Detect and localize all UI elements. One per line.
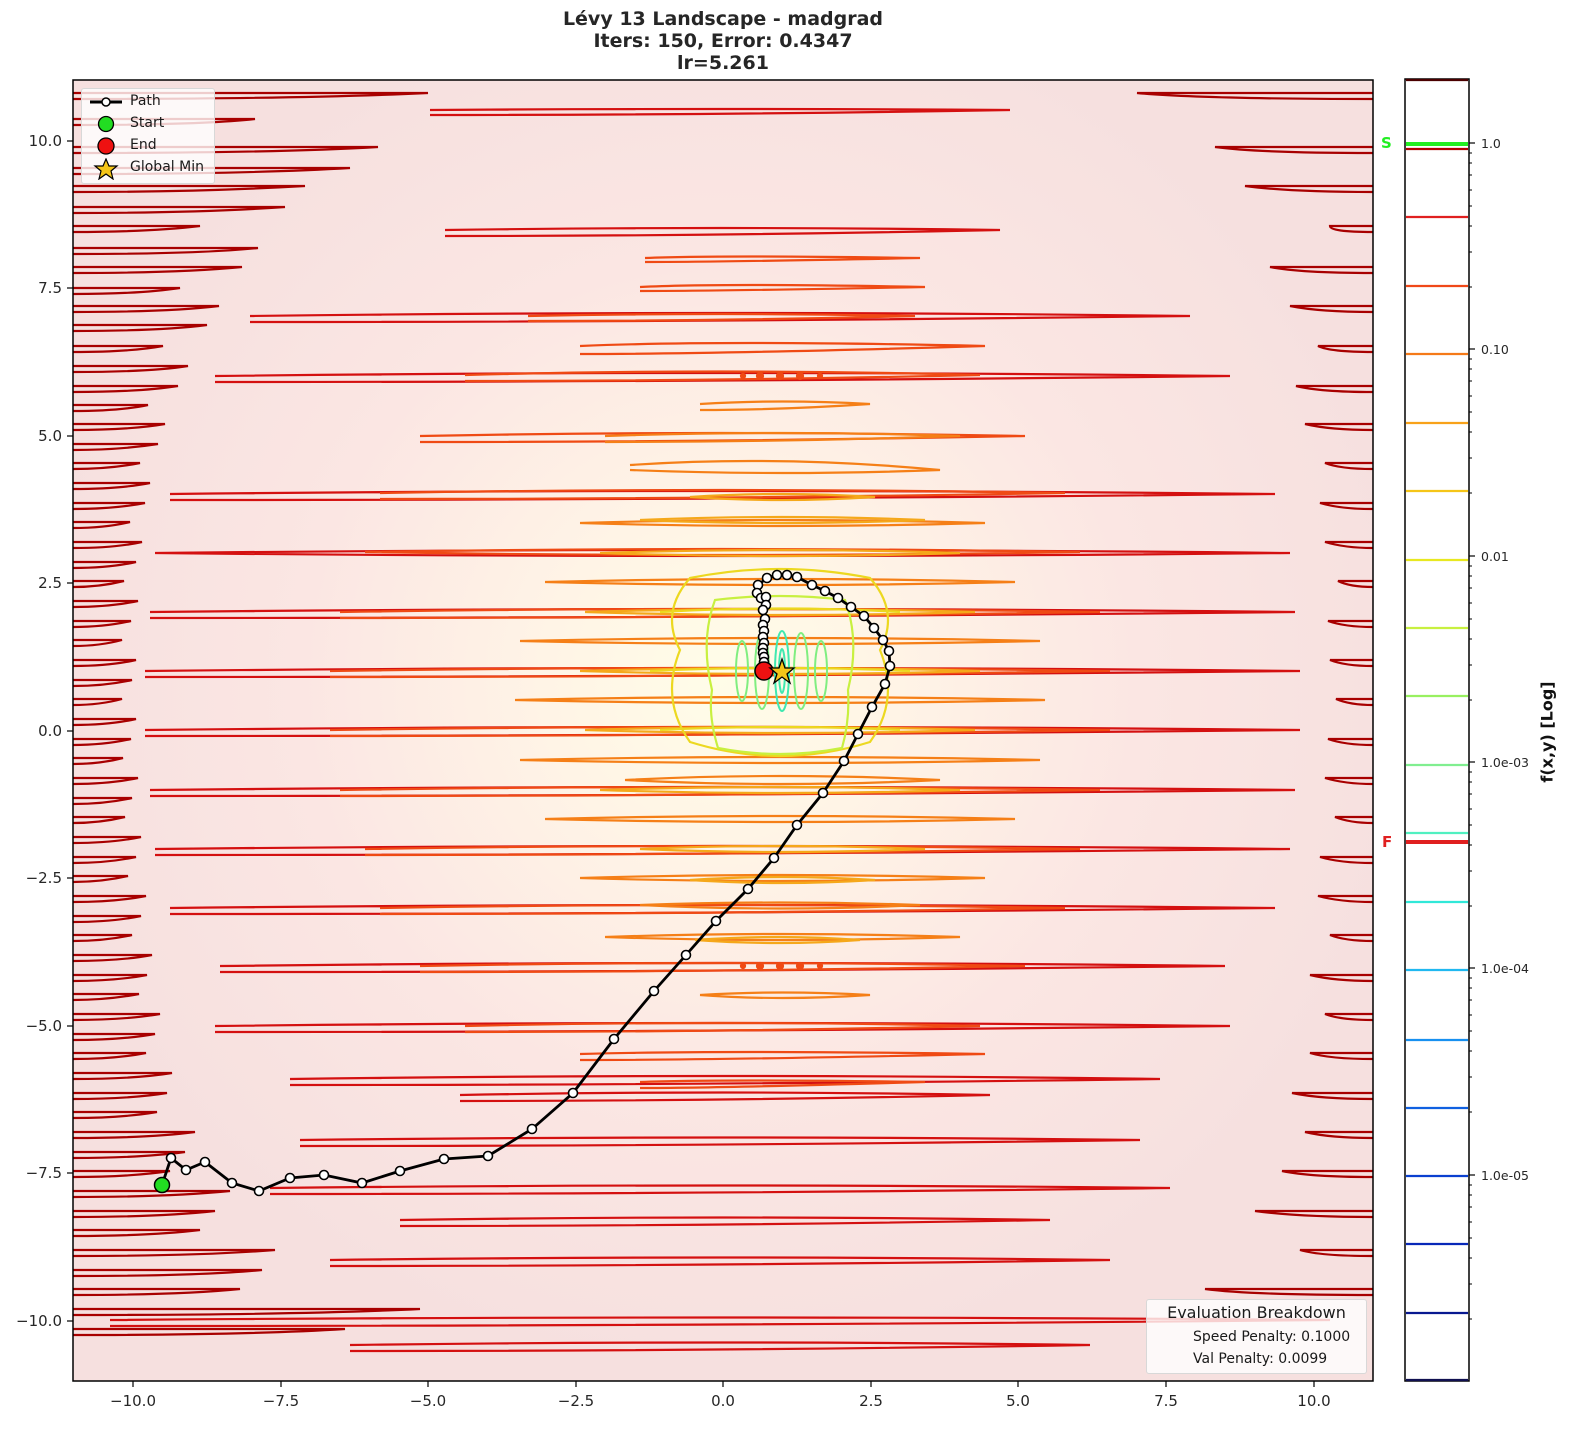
svg-text:2.5: 2.5 [859, 1392, 883, 1410]
legend-item-start: Start [82, 114, 214, 134]
svg-text:−5.0: −5.0 [410, 1392, 446, 1410]
svg-text:0.0: 0.0 [38, 722, 62, 740]
legend-item-path: Path [82, 92, 214, 112]
svg-text:10.0: 10.0 [1297, 1392, 1330, 1410]
legend-item-global-min: Global Min [82, 158, 214, 180]
title-line-function: Lévy 13 Landscape - madgrad [562, 8, 884, 30]
x-tick-labels: −10.0 −7.5 −5.0 −2.5 0.0 2.5 5.0 7.5 10.0 [110, 1392, 1331, 1410]
end-marker [754, 661, 774, 681]
cb-tick-1: 0.10 [1481, 342, 1509, 357]
colorbar-levels [1406, 78, 1468, 1382]
contour-left-wiggles [73, 91, 429, 1337]
x-axis [132, 1381, 1315, 1387]
svg-text:−10.0: −10.0 [16, 1312, 62, 1330]
svg-text:7.5: 7.5 [38, 279, 62, 297]
cb-tick-2: 0.01 [1481, 549, 1509, 564]
svg-text:−2.5: −2.5 [558, 1392, 594, 1410]
evaluation-breakdown: Evaluation Breakdown Speed Penalty: 0.10… [1146, 1299, 1367, 1374]
y-axis [67, 140, 73, 1322]
svg-text:−7.5: −7.5 [26, 1164, 62, 1182]
colorbar-start-marker-label: S [1381, 134, 1392, 152]
svg-text:10.0: 10.0 [29, 132, 62, 150]
title-line-iters-error: Iters: 150, Error: 0.4347 [593, 30, 853, 52]
chart-title: Lévy 13 Landscape - madgrad Iters: 150, … [0, 8, 1446, 74]
svg-text:2.5: 2.5 [38, 574, 62, 592]
legend-item-end: End [82, 136, 214, 156]
legend-label-path: Path [130, 93, 161, 109]
start-marker [153, 1176, 171, 1194]
contour-lines [73, 91, 1373, 1353]
contour-right-wiggles [1136, 91, 1373, 1297]
optimization-path [153, 569, 896, 1197]
cb-tick-3: 1.0e-03 [1481, 755, 1529, 770]
path-points [165, 569, 896, 1197]
red-circle-icon [97, 137, 115, 155]
global-min-star-icon [768, 656, 796, 685]
legend-label-end: End [130, 137, 157, 153]
cb-tick-4: 1.0e-04 [1481, 961, 1529, 976]
svg-text:7.5: 7.5 [1154, 1392, 1178, 1410]
colorbar [1404, 78, 1475, 1382]
cb-tick-0: 1.0 [1481, 136, 1501, 151]
legend-label-global-min: Global Min [130, 159, 204, 175]
path-line-icon [90, 97, 122, 107]
svg-text:−10.0: −10.0 [110, 1392, 156, 1410]
speed-penalty: Speed Penalty: 0.1000 [1193, 1329, 1351, 1345]
svg-text:−2.5: −2.5 [26, 869, 62, 887]
svg-text:5.0: 5.0 [38, 427, 62, 445]
contour-gold [579, 492, 981, 945]
colorbar-tick-labels: 1.0 0.10 0.01 1.0e-03 1.0e-04 1.0e-05 [1481, 136, 1529, 1183]
star-icon [93, 158, 119, 180]
green-circle-icon [97, 115, 115, 133]
colorbar-title: f(x,y) [Log] [1537, 681, 1557, 783]
svg-text:5.0: 5.0 [1006, 1392, 1030, 1410]
colorbar-minor-ticks [1469, 152, 1472, 1320]
evaluation-title: Evaluation Breakdown [1167, 1303, 1346, 1322]
cb-tick-5: 1.0e-05 [1481, 1168, 1529, 1183]
svg-text:−7.5: −7.5 [263, 1392, 299, 1410]
title-line-learning-rate: lr=5.261 [677, 52, 769, 74]
val-penalty: Val Penalty: 0.0099 [1193, 1351, 1328, 1367]
svg-text:−5.0: −5.0 [26, 1017, 62, 1035]
contour-orange-red [329, 255, 1111, 1090]
y-tick-labels: 10.0 7.5 5.0 2.5 0.0 −2.5 −5.0 −7.5 −10.0 [16, 132, 62, 1330]
colorbar-final-marker-label: F [1382, 833, 1393, 851]
colorbar-major-ticks [1469, 142, 1475, 1176]
legend-label-start: Start [130, 115, 165, 131]
legend: Path Start End Global Min [81, 88, 215, 184]
svg-text:0.0: 0.0 [711, 1392, 735, 1410]
